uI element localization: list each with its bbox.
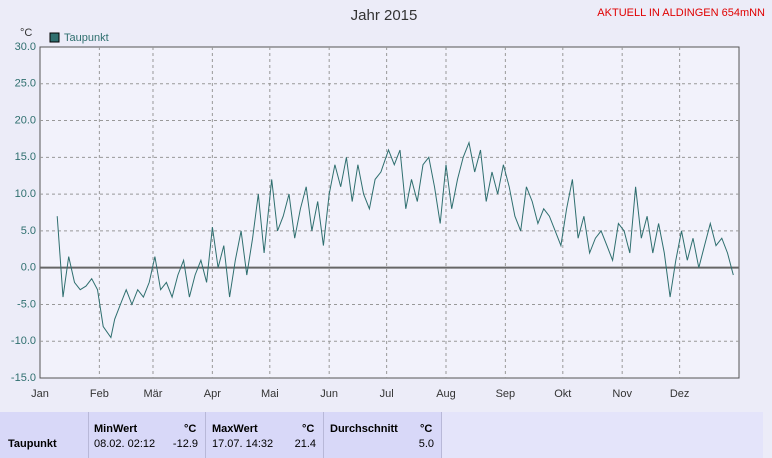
column-title: Durchschnitt xyxy=(330,423,398,435)
plot-area xyxy=(39,46,740,379)
data-line xyxy=(56,140,734,339)
y-tick-label: 30.0 xyxy=(15,41,36,53)
max-time: 17.07. 14:32 xyxy=(212,438,274,450)
x-tick-label: Mär xyxy=(144,388,163,400)
table-cell xyxy=(88,412,205,458)
max-value: 21.4 xyxy=(294,438,316,450)
column-unit: °C xyxy=(420,423,433,435)
column-title: MinWert xyxy=(94,423,138,435)
x-tick-label: Feb xyxy=(90,388,109,400)
chart: Jahr 2015 AKTUELL IN ALDINGEN 654mNN °C … xyxy=(11,7,765,400)
annotation: AKTUELL IN ALDINGEN 654mNN xyxy=(597,7,765,19)
legend-label: Taupunkt xyxy=(64,32,109,44)
y-tick-label: 0.0 xyxy=(21,262,36,274)
y-tick-label: 10.0 xyxy=(15,188,36,200)
table-cell xyxy=(0,412,88,458)
x-tick-label: Aug xyxy=(436,388,456,400)
x-tick-label: Jan xyxy=(31,388,49,400)
x-tick-label: Apr xyxy=(204,388,221,400)
avg-value: 5.0 xyxy=(418,438,434,450)
x-tick-label: Okt xyxy=(554,388,571,400)
column-unit: °C xyxy=(302,423,315,435)
x-tick-label: Jul xyxy=(380,388,394,400)
x-tick-label: Dez xyxy=(670,388,690,400)
y-tick-label: -15.0 xyxy=(11,372,36,384)
legend-swatch xyxy=(49,32,60,43)
table-cell xyxy=(205,412,323,458)
column-title: MaxWert xyxy=(212,423,258,435)
x-tick-label: Nov xyxy=(612,388,632,400)
y-tick-label: -5.0 xyxy=(17,298,36,310)
y-tick-label: 20.0 xyxy=(15,114,36,126)
x-tick-label: Sep xyxy=(496,388,516,400)
min-time: 08.02. 02:12 xyxy=(94,438,156,450)
x-tick-label: Mai xyxy=(261,388,279,400)
y-tick-label: 15.0 xyxy=(15,151,36,163)
y-axis-label: °C xyxy=(20,27,32,39)
y-tick-label: -10.0 xyxy=(11,335,36,347)
row-label: Taupunkt xyxy=(8,438,57,450)
table-cell xyxy=(323,412,441,458)
table-cell xyxy=(441,412,763,458)
min-value: -12.9 xyxy=(172,438,198,450)
x-tick-label: Jun xyxy=(320,388,338,400)
chart-title: Jahr 2015 xyxy=(351,7,418,24)
y-tick-label: 5.0 xyxy=(21,225,36,237)
column-unit: °C xyxy=(184,423,197,435)
y-tick-label: 25.0 xyxy=(15,78,36,90)
